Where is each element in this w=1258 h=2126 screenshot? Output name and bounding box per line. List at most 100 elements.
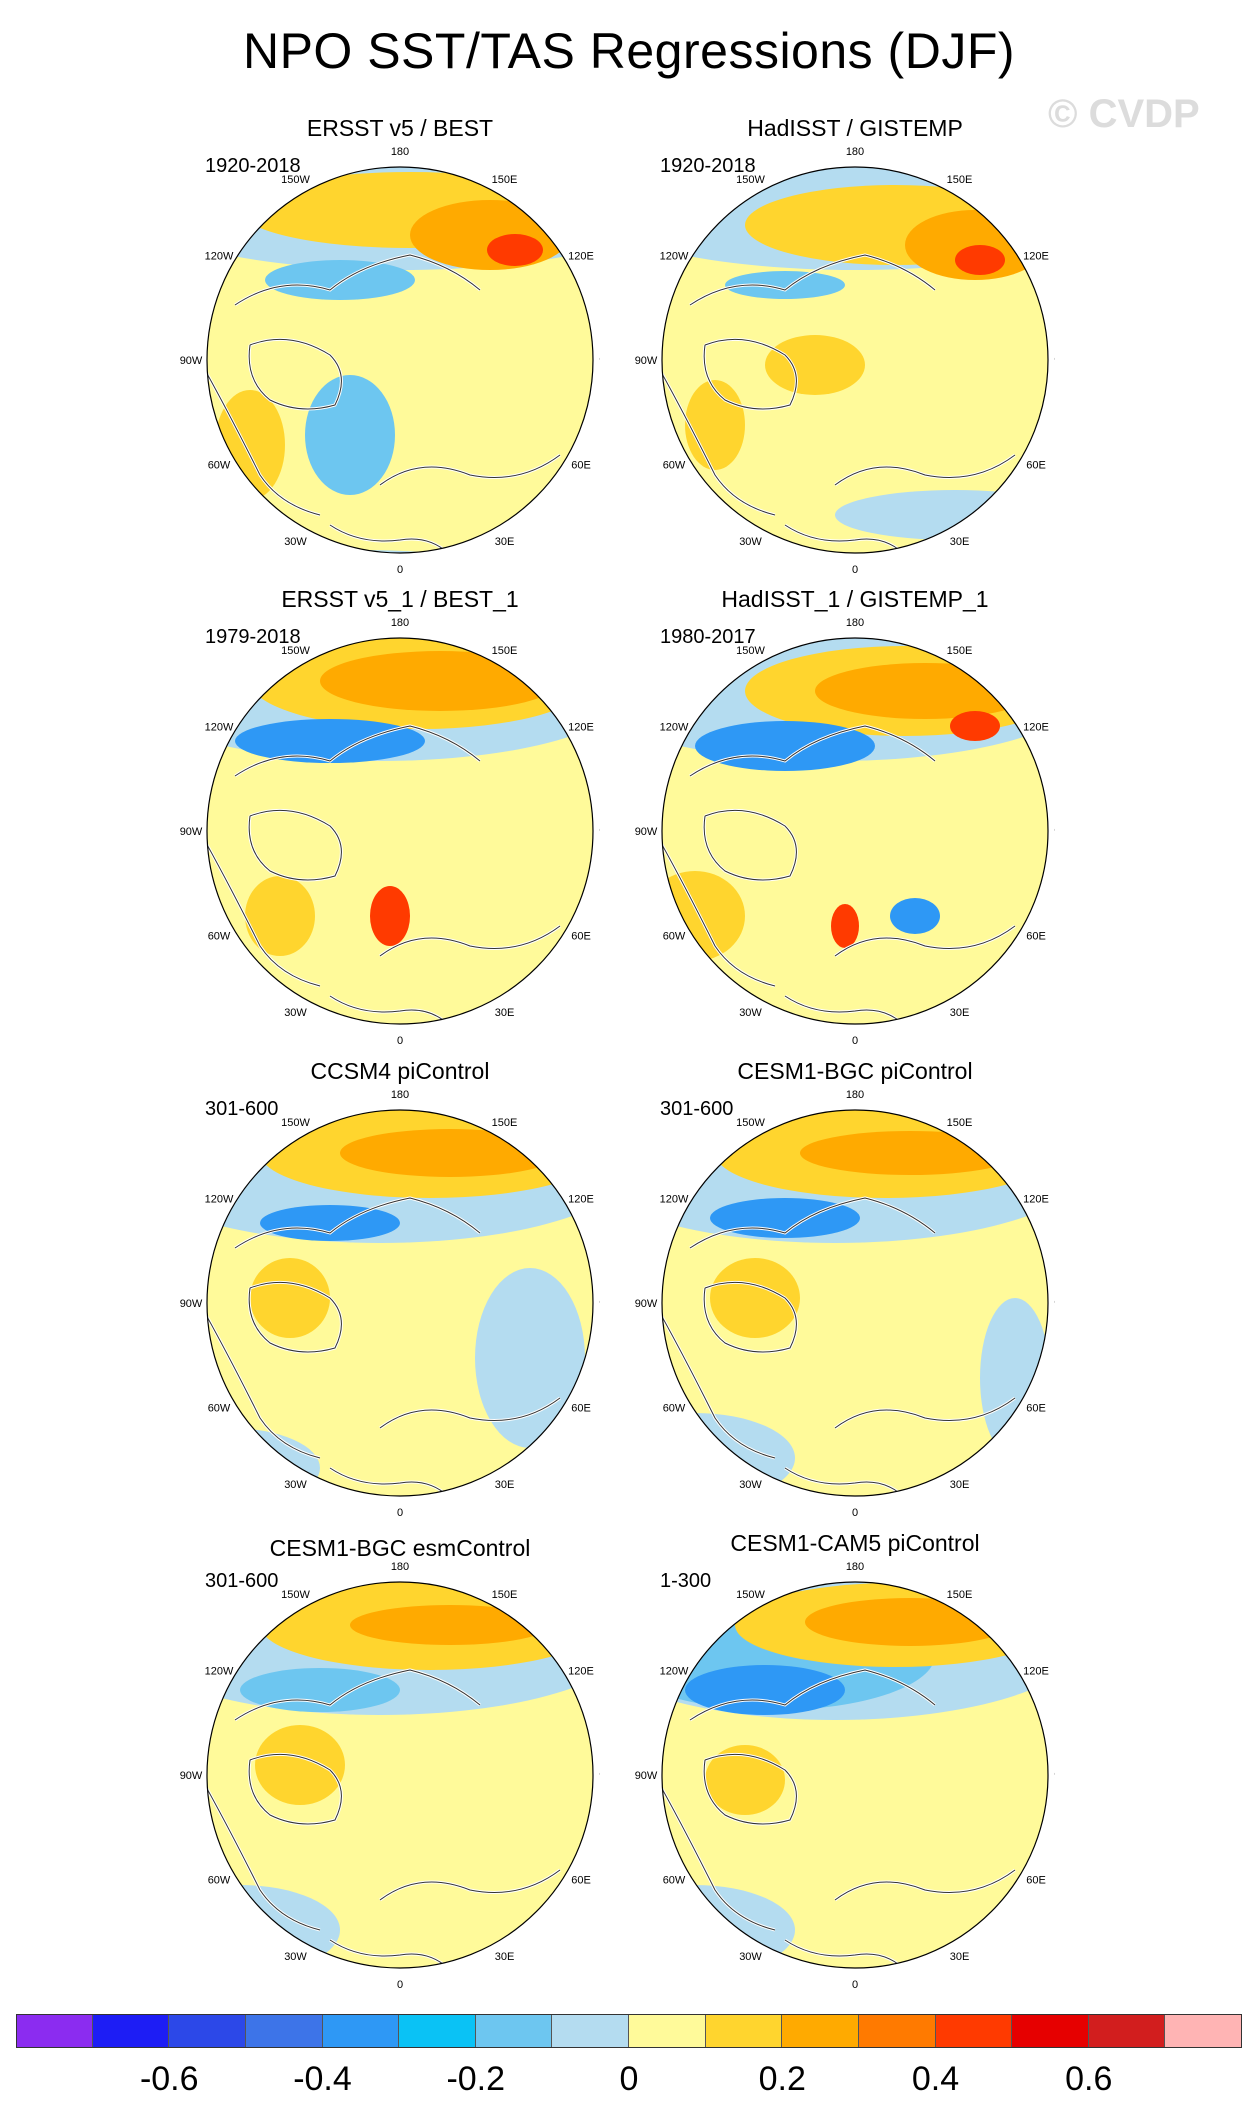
panel-title: HadISST / GISTEMP <box>747 115 963 141</box>
coastline <box>703 1281 797 1353</box>
longitude-label: 90E <box>1054 826 1055 838</box>
longitude-label: 90E <box>1054 355 1055 367</box>
coastline <box>329 1467 451 1496</box>
polar-map: 180 150E 120E 90E 60E 30E 0 30W 60W 90W 120W 150W <box>635 1561 1055 1991</box>
panel-years: 1920-2018 <box>660 155 756 177</box>
longitude-label: 60E <box>1026 460 1046 472</box>
aleutian-cool-core <box>260 1205 400 1241</box>
pacific-warm-core <box>800 1131 1020 1175</box>
panel-title: CESM1-BGC piControl <box>737 1058 973 1084</box>
longitude-label: 90W <box>180 1298 203 1310</box>
colorbar-tick-label: 0 <box>619 2060 639 2098</box>
polar-map: 180 150E 120E 90E 60E 30E 0 30W 60W 90W 120W 150W <box>635 1089 1055 1519</box>
coastline <box>379 925 561 957</box>
coastline <box>662 369 776 516</box>
map-border <box>206 166 594 554</box>
coastline <box>662 840 776 987</box>
longitude-label: 30E <box>950 1951 970 1963</box>
colorbar-swatch <box>552 2014 629 2048</box>
aleutian-cool-core <box>685 1665 845 1715</box>
longitude-label: 90E <box>599 1770 600 1782</box>
longitude-label: 180 <box>391 146 409 158</box>
longitude-label: 0 <box>397 1507 403 1519</box>
coastline <box>234 725 481 777</box>
longitude-label: 60E <box>1026 931 1046 943</box>
colorbar-tick-label: 0.4 <box>911 2060 960 2098</box>
siberia-hot-spot <box>487 234 543 266</box>
colorbar-tick-label: -0.4 <box>293 2060 352 2098</box>
longitude-label: 150E <box>947 1589 973 1601</box>
longitude-label: 180 <box>846 617 864 629</box>
atlantic-warm-patch <box>245 876 315 956</box>
longitude-label: 90E <box>599 826 600 838</box>
colorbar-swatch <box>935 2014 1013 2048</box>
polar-map: 180 150E 120E 90E 60E 30E 0 30W 60W 90W 120W 150W <box>180 617 600 1047</box>
longitude-label: 90W <box>635 1770 658 1782</box>
map-panel: HadISST_1 / GISTEMP_1 1980-2017 180 150E 120… <box>455 586 1055 1047</box>
colorbar <box>16 2014 1242 2048</box>
map-panel: HadISST / GISTEMP 1920-2018 180 150E 120E 90E… <box>455 115 1055 576</box>
map-border <box>661 166 1049 554</box>
longitude-label: 30W <box>284 1007 307 1019</box>
longitude-label: 150W <box>736 1589 765 1601</box>
atlantic-warm-patch <box>662 871 745 961</box>
colorbar-tick-label: 0.2 <box>758 2060 806 2098</box>
polar-map: 180 150E 120E 90E 60E 30E 0 30W 60W 90W 120W 150W <box>180 146 600 576</box>
north-atlantic-cool <box>662 1413 795 1496</box>
longitude-label: 0 <box>852 1979 858 1991</box>
longitude-label: 180 <box>391 1089 409 1101</box>
longitude-label: 90E <box>599 1298 600 1310</box>
panel-title: ERSST v5 / BEST <box>306 115 494 141</box>
longitude-label: 30W <box>284 1479 307 1491</box>
longitude-label: 30W <box>739 536 762 548</box>
colorbar-swatch <box>16 2014 93 2048</box>
coastline <box>834 1397 1016 1429</box>
map-border <box>661 1581 1049 1969</box>
coastline <box>662 1312 776 1459</box>
coastline <box>662 1784 776 1931</box>
longitude-label: 60E <box>571 460 591 472</box>
map-panel: CESM1-CAM5 piControl 1-300 180 150E 120E 90E 6… <box>455 1530 1055 1991</box>
longitude-label: 60W <box>663 1403 686 1415</box>
longitude-label: 120W <box>205 1666 234 1678</box>
polar-map: 180 150E 120E 90E 60E 30E 0 30W 60W 90W 120W 150W <box>635 146 1055 576</box>
colorbar-swatch <box>858 2014 936 2048</box>
longitude-label: 180 <box>391 1561 409 1573</box>
colorbar-swatch <box>782 2014 859 2048</box>
coastline <box>207 1784 321 1931</box>
colorbar-swatch <box>322 2014 400 2048</box>
longitude-label: 0 <box>852 1035 858 1047</box>
canada-warm-patch <box>765 335 865 395</box>
coastline <box>379 1869 561 1901</box>
coastline <box>234 1669 481 1721</box>
colorbar-swatch <box>169 2014 246 2048</box>
coastline <box>834 925 1016 957</box>
aleutian-cool-core <box>695 721 875 771</box>
longitude-label: 30E <box>950 536 970 548</box>
longitude-label: 60W <box>208 1875 231 1887</box>
longitude-label: 60W <box>663 460 686 472</box>
colorbar-swatch <box>705 2014 783 2048</box>
map-panel: CCSM4 piControl 301-600 180 150E 120E 90E 60E 3… <box>0 1058 600 1519</box>
longitude-label: 150E <box>947 1117 973 1129</box>
polar-map: 180 150E 120E 90E 60E 30E 0 30W 60W 90W 120W 150W <box>180 1089 600 1519</box>
europe-warm-spot <box>370 886 410 946</box>
pacific-warm-core <box>805 1598 1015 1646</box>
longitude-label: 60W <box>208 460 231 472</box>
longitude-label: 30E <box>950 1479 970 1491</box>
longitude-label: 180 <box>846 146 864 158</box>
siberia-hot-spot <box>950 711 1000 741</box>
colorbar-tick-label: 0.6 <box>1065 2060 1113 2098</box>
longitude-label: 30W <box>739 1951 762 1963</box>
longitude-label: 0 <box>397 1979 403 1991</box>
colorbar-swatch <box>629 2014 706 2048</box>
longitude-label: 150E <box>492 1117 518 1129</box>
longitude-label: 60W <box>208 931 231 943</box>
europe-cool-spot <box>890 898 940 934</box>
longitude-label: 150W <box>736 1117 765 1129</box>
coastline <box>248 1753 342 1825</box>
longitude-label: 60E <box>571 1403 591 1415</box>
longitude-label: 120E <box>568 1194 594 1206</box>
colorbar-swatch <box>92 2014 170 2048</box>
coastline <box>689 254 936 306</box>
